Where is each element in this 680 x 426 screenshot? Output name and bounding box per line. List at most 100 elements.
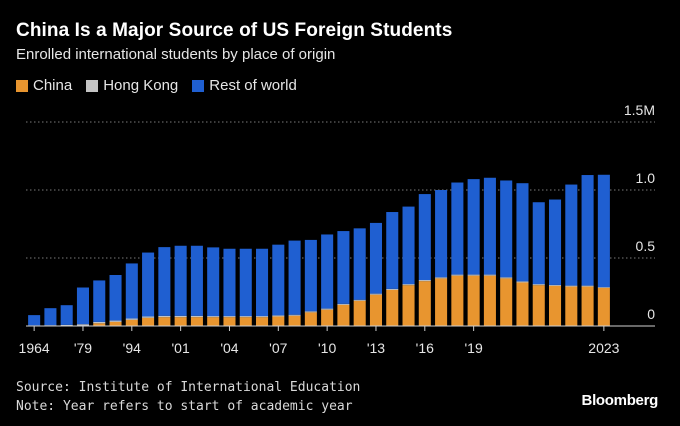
bar-rest-of-world xyxy=(28,315,41,326)
bar-china xyxy=(321,309,334,326)
bar-rest-of-world xyxy=(272,244,285,316)
bar-hong-kong xyxy=(597,287,610,288)
bar-hong-kong xyxy=(288,314,301,316)
bar-hong-kong xyxy=(565,285,578,287)
bar-china xyxy=(142,317,155,326)
bar-china xyxy=(467,275,480,326)
bar-china xyxy=(272,316,285,326)
bar-rest-of-world xyxy=(174,245,187,316)
y-tick-label: 1.0 xyxy=(636,170,656,186)
bar-rest-of-world xyxy=(321,234,334,309)
chart-subtitle: Enrolled international students by place… xyxy=(16,46,336,63)
bar-rest-of-world xyxy=(483,177,496,275)
bar-hong-kong xyxy=(321,308,334,310)
bar-hong-kong xyxy=(158,315,171,318)
bar-china xyxy=(549,285,562,326)
bar-rest-of-world xyxy=(109,275,122,321)
legend-swatch-china xyxy=(16,79,28,92)
bar-rest-of-world xyxy=(435,190,448,278)
bar-rest-of-world xyxy=(44,308,57,326)
bar-hong-kong xyxy=(109,320,122,322)
bar-hong-kong xyxy=(386,288,399,290)
bar-hong-kong xyxy=(435,277,448,279)
bar-hong-kong xyxy=(174,315,187,318)
bar-rest-of-world xyxy=(516,183,529,282)
x-tick-label: 2023 xyxy=(588,340,619,356)
bar-rest-of-world xyxy=(256,248,269,317)
bar-hong-kong xyxy=(190,315,203,318)
bar-rest-of-world xyxy=(223,248,236,317)
source-text: Source: Institute of International Educa… xyxy=(16,380,361,395)
bar-rest-of-world xyxy=(581,175,594,286)
bar-rest-of-world xyxy=(353,228,366,300)
x-tick-label: '10 xyxy=(318,340,336,356)
bar-china xyxy=(207,317,220,326)
bar-hong-kong xyxy=(532,284,545,286)
y-tick-label: 1.5M xyxy=(624,102,655,118)
bar-rest-of-world xyxy=(142,252,155,317)
bar-rest-of-world xyxy=(288,240,301,315)
bar-rest-of-world xyxy=(93,280,106,322)
bar-hong-kong xyxy=(223,316,236,318)
bar-china xyxy=(353,300,366,326)
bar-hong-kong xyxy=(500,277,513,279)
bar-china xyxy=(158,317,171,326)
bar-china xyxy=(451,275,464,326)
bar-china xyxy=(418,281,431,326)
bar-rest-of-world xyxy=(451,182,464,275)
bar-rest-of-world xyxy=(549,199,562,285)
x-tick-label: '01 xyxy=(172,340,190,356)
bar-hong-kong xyxy=(60,324,73,326)
bar-hong-kong xyxy=(516,281,529,283)
bar-hong-kong xyxy=(337,303,350,305)
legend-label-rest-of-world: Rest of world xyxy=(209,77,297,94)
bloomberg-logo: Bloomberg xyxy=(581,392,659,409)
bar-china xyxy=(565,286,578,326)
legend-swatch-hong-kong xyxy=(86,79,99,92)
bar-hong-kong xyxy=(76,324,89,326)
bar-china xyxy=(125,319,138,326)
bar-china xyxy=(93,323,106,326)
bar-rest-of-world xyxy=(125,263,138,319)
bar-china xyxy=(223,317,236,326)
x-tick-label: '13 xyxy=(367,340,385,356)
bar-china xyxy=(500,278,513,326)
bar-hong-kong xyxy=(207,316,220,318)
bar-china xyxy=(532,285,545,326)
bar-rest-of-world xyxy=(467,179,480,275)
bar-china xyxy=(337,304,350,326)
bar-rest-of-world xyxy=(597,174,610,288)
bar-china xyxy=(516,282,529,326)
bar-hong-kong xyxy=(93,321,106,324)
bar-china xyxy=(581,286,594,326)
bar-rest-of-world xyxy=(190,245,203,316)
bar-rest-of-world xyxy=(239,248,252,317)
bar-china xyxy=(239,317,252,326)
legend-item-hong-kong: Hong Kong xyxy=(86,77,178,94)
x-tick-label: '04 xyxy=(220,340,238,356)
bar-rest-of-world xyxy=(60,305,73,325)
legend-swatch-rest-of-world xyxy=(192,79,205,92)
bar-hong-kong xyxy=(549,284,562,286)
bar-rest-of-world xyxy=(304,239,317,312)
chart-title: China Is a Major Source of US Foreign St… xyxy=(16,20,453,41)
x-tick-label: '94 xyxy=(123,340,141,356)
bar-hong-kong xyxy=(256,316,269,318)
bar-china xyxy=(402,285,415,326)
bar-rest-of-world xyxy=(500,180,513,278)
source-notes: Source: Institute of International Educa… xyxy=(16,378,360,416)
bar-china xyxy=(435,278,448,326)
legend-label-hong-kong: Hong Kong xyxy=(103,77,179,94)
bar-hong-kong xyxy=(451,274,464,276)
bar-rest-of-world xyxy=(76,287,89,325)
bar-rest-of-world xyxy=(158,247,171,316)
bar-hong-kong xyxy=(142,316,155,318)
legend-item-rest-of-world: Rest of world xyxy=(192,77,297,94)
bar-hong-kong xyxy=(353,299,366,301)
x-tick-label: '79 xyxy=(74,340,92,356)
bar-rest-of-world xyxy=(402,206,415,285)
bar-hong-kong xyxy=(483,274,496,276)
legend-label-china: China xyxy=(33,77,73,94)
bar-china xyxy=(386,289,399,326)
bar-china xyxy=(483,275,496,326)
